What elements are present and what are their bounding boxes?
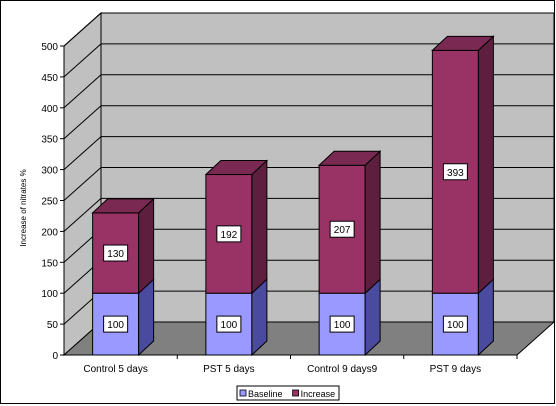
y-tick-label: 350: [41, 135, 58, 146]
x-category-label: PST 5 days: [203, 364, 255, 375]
bar-side-increase: [477, 35, 494, 295]
x-category-label: PST 9 days: [430, 364, 482, 375]
gridline-side: [63, 74, 102, 109]
data-label-box: [103, 315, 129, 333]
data-label: 100: [221, 320, 238, 331]
y-tick-label: 450: [41, 73, 58, 84]
y-tick-label: 500: [41, 42, 58, 53]
data-label-box: [216, 315, 242, 333]
y-tick-label: 150: [41, 258, 58, 269]
y-tick-label: 50: [47, 320, 59, 331]
bar-top-increase: [91, 198, 155, 214]
legend: Baseline Increase: [236, 385, 340, 401]
data-label-box: [216, 225, 242, 243]
x-category-label: Control 5 days: [83, 364, 147, 375]
data-label-box: [442, 163, 468, 181]
x-category-label: Control 9 days9: [307, 364, 377, 375]
y-tick-label: 250: [41, 197, 58, 208]
y-axis-label: Increase of nitrates %: [19, 169, 28, 246]
data-label: 100: [447, 320, 464, 331]
bar-top-increase: [204, 160, 269, 176]
y-tick-label: 400: [41, 104, 58, 115]
data-label: 393: [447, 168, 464, 179]
bar-side-increase: [364, 150, 381, 295]
gridline-side: [63, 43, 102, 78]
gridline-side: [63, 167, 102, 201]
gridline-side: [63, 12, 102, 47]
legend-label-baseline: Baseline: [248, 389, 283, 399]
y-tick-label: 0: [52, 351, 58, 362]
data-label-box: [329, 315, 355, 333]
legend-swatch-increase: [292, 389, 300, 397]
y-tick-label: 200: [41, 227, 58, 238]
data-labels: 100 130 100 192 100 207 100 393: [103, 163, 468, 333]
legend-label-increase: Increase: [301, 389, 336, 399]
data-label-box: [103, 244, 129, 262]
data-label: 130: [107, 249, 124, 260]
legend-box: [236, 385, 340, 401]
data-label: 192: [221, 230, 238, 241]
gridline-side: [63, 105, 102, 140]
bar-side-increase: [251, 159, 268, 295]
bar-top-increase: [431, 35, 495, 51]
gridline-side: [63, 198, 102, 232]
data-label-box: [442, 315, 468, 333]
data-label: 100: [107, 320, 124, 331]
y-tick-label: 300: [41, 166, 58, 177]
bar-side-increase: [138, 197, 155, 295]
gridline-side: [63, 136, 102, 170]
data-label: 100: [334, 320, 351, 331]
legend-swatch-baseline: [239, 389, 247, 397]
data-label: 207: [334, 225, 351, 236]
y-tick-label: 100: [41, 289, 58, 300]
bar-top-increase: [317, 150, 382, 166]
data-label-box: [329, 220, 355, 238]
